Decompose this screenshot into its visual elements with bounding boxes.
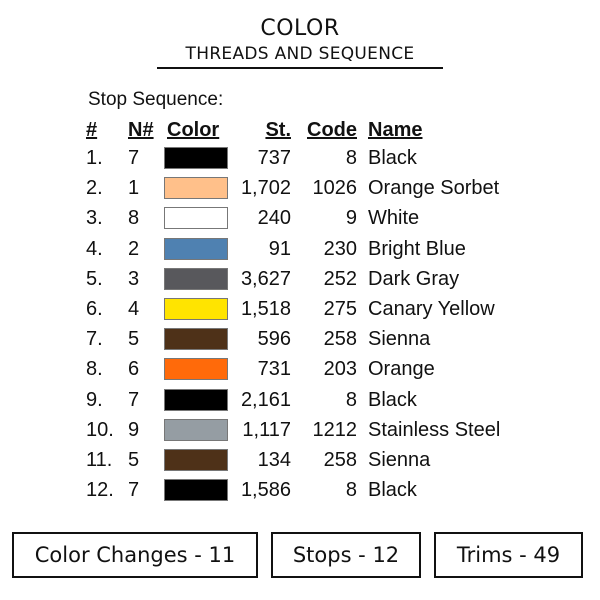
thread-code: 8 bbox=[345, 479, 357, 502]
needle-number: 6 bbox=[128, 358, 140, 381]
stops-box: Stops - 12 bbox=[271, 532, 421, 578]
needle-number: 5 bbox=[128, 328, 140, 351]
thread-code: 8 bbox=[345, 147, 357, 169]
table-row: 9. 7 2,161 8 Black bbox=[0, 385, 600, 415]
stitch-count: 1,702 bbox=[240, 177, 291, 200]
stitch-count: 91 bbox=[268, 237, 291, 260]
table-row: 8. 6 731 203 Orange bbox=[0, 354, 600, 384]
stitch-count: 1,117 bbox=[242, 418, 291, 441]
thread-code: 275 bbox=[323, 298, 357, 320]
stitch-count: 731 bbox=[257, 358, 291, 381]
thread-name: Black bbox=[368, 147, 417, 169]
thread-code: 8 bbox=[345, 388, 357, 411]
row-number: 8. bbox=[86, 358, 103, 381]
color-swatch bbox=[164, 177, 228, 200]
header-needle: N# bbox=[128, 119, 154, 141]
needle-number: 3 bbox=[128, 267, 140, 290]
table-row: 10. 9 1,117 1212 Stainless Steel bbox=[0, 415, 600, 445]
thread-name: Dark Gray bbox=[368, 267, 460, 290]
stitch-count: 240 bbox=[257, 207, 291, 230]
stitch-count: 2,161 bbox=[240, 388, 291, 411]
thread-code: 1212 bbox=[312, 418, 358, 441]
stitch-count: 1,586 bbox=[240, 479, 291, 502]
color-swatch bbox=[164, 479, 228, 502]
thread-name: Bright Blue bbox=[368, 237, 466, 260]
thread-code: 9 bbox=[345, 207, 357, 230]
color-swatch bbox=[164, 147, 228, 169]
thread-name: Sienna bbox=[368, 328, 431, 351]
needle-number: 8 bbox=[128, 207, 140, 230]
row-number: 4. bbox=[86, 237, 103, 260]
row-number: 11. bbox=[86, 449, 113, 471]
thread-name: Orange bbox=[368, 358, 435, 381]
thread-name: Sienna bbox=[368, 449, 431, 471]
row-number: 10. bbox=[86, 418, 114, 441]
color-swatch bbox=[164, 237, 228, 260]
table-row: 6. 4 1,518 275 Canary Yellow bbox=[0, 294, 600, 324]
header-color: Color bbox=[167, 119, 220, 141]
table-row: 11. 5 134 258 Sienna bbox=[0, 445, 600, 475]
table-row: 4. 2 91 230 Bright Blue bbox=[0, 234, 600, 264]
color-swatch bbox=[164, 418, 228, 441]
row-number: 7. bbox=[86, 328, 103, 351]
needle-number: 7 bbox=[128, 388, 140, 411]
color-swatch bbox=[164, 298, 228, 320]
row-number: 2. bbox=[86, 177, 103, 200]
row-number: 6. bbox=[86, 298, 103, 320]
needle-number: 7 bbox=[128, 479, 140, 502]
color-changes-box: Color Changes - 11 bbox=[12, 532, 258, 578]
page-title: COLOR bbox=[260, 16, 340, 41]
needle-number: 9 bbox=[128, 418, 140, 441]
trims-box: Trims - 49 bbox=[434, 532, 583, 578]
stop-sequence-label: Stop Sequence: bbox=[88, 89, 224, 110]
needle-number: 4 bbox=[128, 298, 140, 320]
thread-name: Black bbox=[368, 479, 417, 502]
table-header: # N# Color St. Code Name bbox=[0, 115, 600, 145]
table-row: 5. 3 3,627 252 Dark Gray bbox=[0, 264, 600, 294]
thread-name: Orange Sorbet bbox=[368, 177, 500, 200]
row-number: 9. bbox=[86, 388, 103, 411]
thread-name: Black bbox=[368, 388, 417, 411]
thread-code: 258 bbox=[323, 328, 357, 351]
color-swatch bbox=[164, 207, 228, 230]
row-number: 3. bbox=[86, 207, 103, 230]
color-swatch bbox=[164, 267, 228, 290]
thread-code: 1026 bbox=[312, 177, 358, 200]
stitch-count: 596 bbox=[257, 328, 291, 351]
row-number: 1. bbox=[86, 147, 103, 169]
table-row: 2. 1 1,702 1026 Orange Sorbet bbox=[0, 173, 600, 203]
needle-number: 1 bbox=[128, 177, 140, 200]
needle-number: 2 bbox=[128, 237, 140, 260]
table-row: 7. 5 596 258 Sienna bbox=[0, 324, 600, 354]
stitch-count: 1,518 bbox=[240, 298, 291, 320]
header-num: # bbox=[86, 119, 98, 141]
thread-code: 230 bbox=[323, 237, 357, 260]
header-code: Code bbox=[307, 119, 357, 141]
stitch-count: 3,627 bbox=[240, 267, 291, 290]
header-stitches: St. bbox=[265, 119, 291, 141]
thread-name: Stainless Steel bbox=[368, 418, 501, 441]
header-name: Name bbox=[368, 119, 423, 141]
color-swatch bbox=[164, 328, 228, 351]
row-number: 12. bbox=[86, 479, 114, 502]
stitch-count: 134 bbox=[257, 449, 291, 471]
thread-code: 258 bbox=[323, 449, 357, 471]
row-number: 5. bbox=[86, 267, 103, 290]
thread-code: 203 bbox=[323, 358, 357, 381]
thread-name: White bbox=[368, 207, 420, 230]
table-row: 12. 7 1,586 8 Black bbox=[0, 475, 600, 505]
table-row: 1. 7 737 8 Black bbox=[0, 143, 600, 173]
color-swatch bbox=[164, 358, 228, 381]
page-subtitle: THREADS AND SEQUENCE bbox=[157, 44, 443, 69]
stitch-count: 737 bbox=[257, 147, 291, 169]
table-row: 3. 8 240 9 White bbox=[0, 203, 600, 233]
color-swatch bbox=[164, 388, 228, 411]
needle-number: 7 bbox=[128, 147, 140, 169]
color-swatch bbox=[164, 449, 228, 471]
thread-name: Canary Yellow bbox=[368, 298, 495, 320]
needle-number: 5 bbox=[128, 449, 140, 471]
thread-code: 252 bbox=[323, 267, 357, 290]
